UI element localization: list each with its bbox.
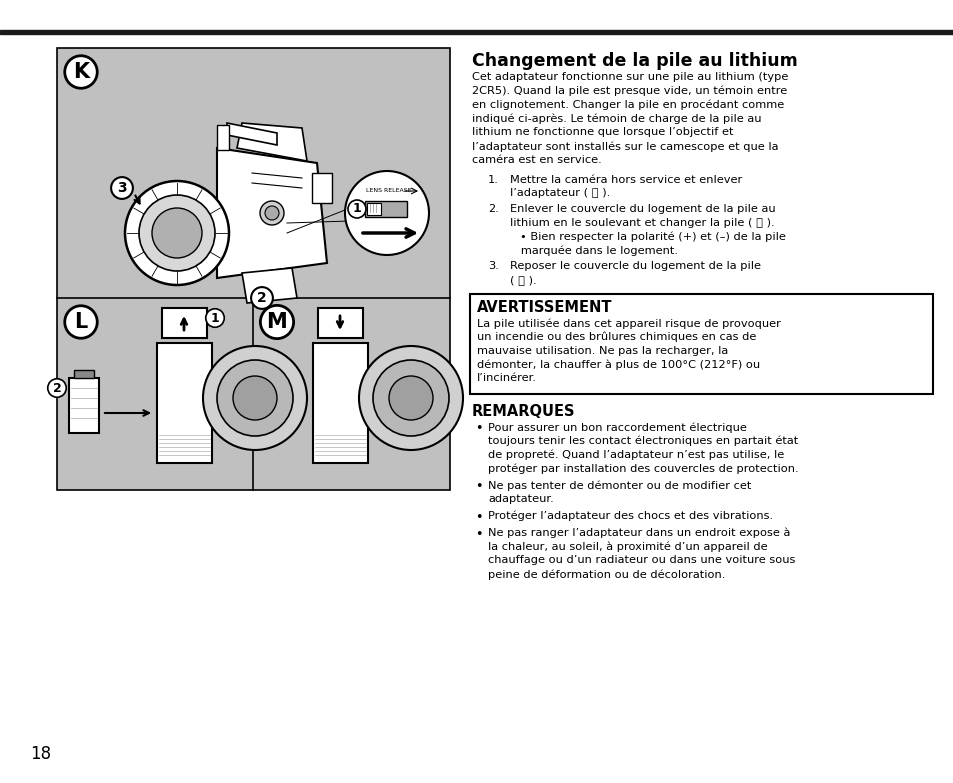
Text: M: M <box>266 312 287 332</box>
Bar <box>157 343 212 463</box>
Text: Pour assurer un bon raccordement électrique: Pour assurer un bon raccordement électri… <box>488 422 746 432</box>
Text: 2: 2 <box>257 291 267 305</box>
Text: Enlever le couvercle du logement de la pile au: Enlever le couvercle du logement de la p… <box>510 204 775 215</box>
Text: Mettre la caméra hors service et enlever: Mettre la caméra hors service et enlever <box>510 175 741 185</box>
Text: Cet adaptateur fonctionne sur une pile au lithium (type: Cet adaptateur fonctionne sur une pile a… <box>472 72 787 82</box>
Text: l’incinérer.: l’incinérer. <box>476 373 537 383</box>
Text: ( Ⓜ ).: ( Ⓜ ). <box>510 275 536 285</box>
Circle shape <box>265 206 278 220</box>
Text: Protéger l’adaptateur des chocs et des vibrations.: Protéger l’adaptateur des chocs et des v… <box>488 511 772 521</box>
Text: lithium ne fonctionne que lorsque l’objectif et: lithium ne fonctionne que lorsque l’obje… <box>472 127 733 137</box>
Text: 1: 1 <box>211 312 219 324</box>
Text: 2CR5). Quand la pile est presque vide, un témoin entre: 2CR5). Quand la pile est presque vide, u… <box>472 86 786 96</box>
Polygon shape <box>216 148 327 278</box>
Circle shape <box>139 195 214 271</box>
Bar <box>312 173 332 203</box>
Circle shape <box>358 346 462 450</box>
Bar <box>367 203 380 215</box>
Text: Ne pas tenter de démonter ou de modifier cet: Ne pas tenter de démonter ou de modifier… <box>488 480 751 491</box>
Text: indiqué ci-après. Le témoin de charge de la pile au: indiqué ci-après. Le témoin de charge de… <box>472 114 760 124</box>
Text: 2: 2 <box>52 381 61 395</box>
Text: 2.: 2. <box>488 204 498 215</box>
Text: La pile utilisée dans cet appareil risque de provoquer: La pile utilisée dans cet appareil risqu… <box>476 318 781 329</box>
Text: •: • <box>475 511 482 524</box>
Text: de propreté. Quand l’adaptateur n’est pas utilise, le: de propreté. Quand l’adaptateur n’est pa… <box>488 449 783 460</box>
Bar <box>317 308 363 338</box>
Bar <box>57 48 450 490</box>
Text: K: K <box>72 62 89 82</box>
Circle shape <box>152 208 202 258</box>
Bar <box>69 378 99 433</box>
Polygon shape <box>242 268 296 303</box>
Bar <box>162 308 207 338</box>
Circle shape <box>373 360 449 436</box>
Text: REMARQUES: REMARQUES <box>472 404 575 419</box>
Text: caméra est en service.: caméra est en service. <box>472 155 601 164</box>
Text: chauffage ou d’un radiateur ou dans une voiture sous: chauffage ou d’un radiateur ou dans une … <box>488 555 795 565</box>
Text: en clignotement. Changer la pile en procédant comme: en clignotement. Changer la pile en proc… <box>472 99 783 110</box>
Circle shape <box>233 376 276 420</box>
Circle shape <box>216 360 293 436</box>
Text: lithium en le soulevant et changer la pile ( Ⓛ ).: lithium en le soulevant et changer la pi… <box>510 218 774 228</box>
Text: protéger par installation des couvercles de protection.: protéger par installation des couvercles… <box>488 464 798 474</box>
Circle shape <box>260 201 284 225</box>
Text: démonter, la chauffer à plus de 100°C (212°F) ou: démonter, la chauffer à plus de 100°C (2… <box>476 359 760 370</box>
Text: l’adaptateur ( Ⓚ ).: l’adaptateur ( Ⓚ ). <box>510 189 610 198</box>
Circle shape <box>125 181 229 285</box>
Text: toujours tenir les contact électroniques en partait état: toujours tenir les contact électroniques… <box>488 436 798 446</box>
Text: l’adaptateur sont installés sur le camescope et que la: l’adaptateur sont installés sur le cames… <box>472 141 778 151</box>
Text: 3: 3 <box>117 181 127 195</box>
Circle shape <box>203 346 307 450</box>
Text: mauvaise utilisation. Ne pas la recharger, la: mauvaise utilisation. Ne pas la recharge… <box>476 345 727 355</box>
Text: Changement de la pile au lithium: Changement de la pile au lithium <box>472 52 797 70</box>
Text: marquée dans le logement.: marquée dans le logement. <box>510 246 678 256</box>
Text: la chaleur, au soleil, à proximité d’un appareil de: la chaleur, au soleil, à proximité d’un … <box>488 541 767 552</box>
Text: Ne pas ranger l’adaptateur dans un endroit expose à: Ne pas ranger l’adaptateur dans un endro… <box>488 528 789 538</box>
Text: 18: 18 <box>30 745 51 763</box>
Bar <box>313 343 368 463</box>
Polygon shape <box>227 123 276 145</box>
Text: LENS RELEASE: LENS RELEASE <box>366 189 412 193</box>
Polygon shape <box>236 123 307 161</box>
Text: •: • <box>475 480 482 493</box>
Bar <box>74 370 94 378</box>
Text: 1.: 1. <box>488 175 498 185</box>
Text: L: L <box>74 312 88 332</box>
Text: Reposer le couvercle du logement de la pile: Reposer le couvercle du logement de la p… <box>510 262 760 272</box>
Text: AVERTISSEMENT: AVERTISSEMENT <box>476 300 612 315</box>
Text: peine de déformation ou de décoloration.: peine de déformation ou de décoloration. <box>488 569 724 579</box>
Text: 3.: 3. <box>488 262 498 272</box>
Bar <box>216 125 229 150</box>
Text: adaptateur.: adaptateur. <box>488 494 553 504</box>
Bar <box>365 201 407 217</box>
Circle shape <box>345 171 429 255</box>
Text: 1: 1 <box>353 203 361 215</box>
Circle shape <box>389 376 433 420</box>
Text: un incendie ou des brûlures chimiques en cas de: un incendie ou des brûlures chimiques en… <box>476 332 756 342</box>
Text: •: • <box>475 528 482 540</box>
Bar <box>470 294 932 394</box>
Text: •: • <box>475 422 482 435</box>
Bar <box>0 30 953 34</box>
Text: • Bien respecter la polarité (+) et (–) de la pile: • Bien respecter la polarité (+) et (–) … <box>519 232 785 242</box>
